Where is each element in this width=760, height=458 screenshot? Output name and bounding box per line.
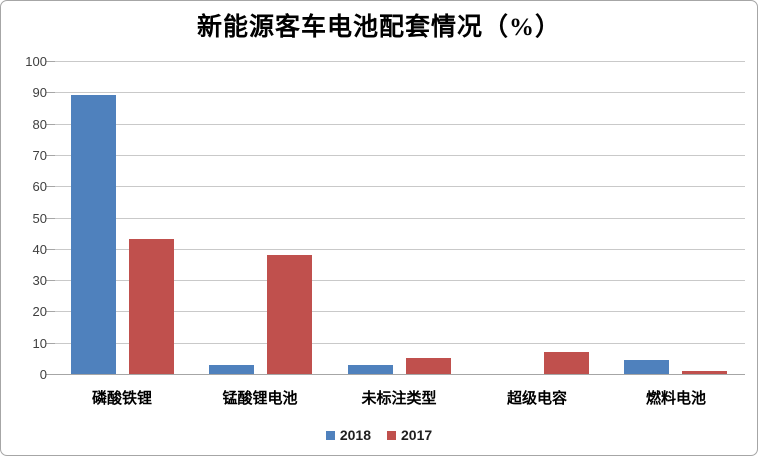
bar-2018-未标注类型 <box>348 365 393 374</box>
legend-label: 2017 <box>401 427 433 443</box>
bar-2017-磷酸铁锂 <box>129 239 174 374</box>
y-tick-mark <box>46 280 55 281</box>
gridline <box>53 280 745 281</box>
x-category-label: 磷酸铁锂 <box>91 391 152 407</box>
y-tick-label: 30 <box>32 273 47 288</box>
y-tick-label: 90 <box>32 85 47 100</box>
legend-item-2018: 2018 <box>325 427 371 443</box>
y-tick-label: 20 <box>32 304 47 319</box>
y-tick-label: 10 <box>32 336 47 351</box>
gridline <box>53 186 745 187</box>
y-tick-mark <box>46 155 55 156</box>
legend-swatch-2018 <box>325 430 335 440</box>
legend-swatch-2017 <box>387 430 396 440</box>
y-tick-mark <box>46 218 55 219</box>
y-tick-label: 0 <box>39 367 47 382</box>
y-tick-mark <box>46 92 55 93</box>
bar-2017-超级电容 <box>544 352 589 374</box>
plot-area <box>53 61 745 375</box>
y-tick-label: 100 <box>25 54 47 69</box>
y-tick-mark <box>46 61 55 62</box>
y-tick-mark <box>46 374 55 375</box>
bar-2018-磷酸铁锂 <box>71 95 116 374</box>
bar-2017-未标注类型 <box>406 358 451 374</box>
y-tick-label: 50 <box>32 211 47 226</box>
x-category-label: 未标注类型 <box>361 391 437 407</box>
gridline <box>53 218 745 219</box>
chart-title: 新能源客车电池配套情况（%） <box>196 14 561 41</box>
x-category-label: 锰酸锂电池 <box>222 391 298 407</box>
bar-2017-锰酸锂电池 <box>267 255 312 374</box>
bar-2018-锰酸锂电池 <box>209 365 254 374</box>
gridline <box>53 249 745 250</box>
gridline <box>53 155 745 156</box>
gridline <box>53 124 745 125</box>
legend-label: 2018 <box>339 427 371 443</box>
x-category-label: 超级电容 <box>506 391 567 407</box>
bar-2017-燃料电池 <box>682 371 727 374</box>
legend: 2018 2017 <box>1 425 757 445</box>
y-tick-label: 80 <box>32 117 47 132</box>
x-category-label: 燃料电池 <box>645 391 706 407</box>
gridline <box>53 311 745 312</box>
x-axis-line <box>53 374 745 375</box>
y-tick-mark <box>46 311 55 312</box>
y-tick-mark <box>46 124 55 125</box>
bar-2018-燃料电池 <box>624 360 669 374</box>
y-tick-mark <box>46 343 55 344</box>
y-tick-mark <box>46 186 55 187</box>
y-tick-label: 60 <box>32 179 47 194</box>
legend-item-2017: 2017 <box>387 428 432 442</box>
y-tick-label: 40 <box>32 242 47 257</box>
gridline <box>53 61 745 62</box>
y-tick-mark <box>46 249 55 250</box>
gridline <box>53 343 745 344</box>
gridline <box>53 92 745 93</box>
y-tick-label: 70 <box>32 148 47 163</box>
